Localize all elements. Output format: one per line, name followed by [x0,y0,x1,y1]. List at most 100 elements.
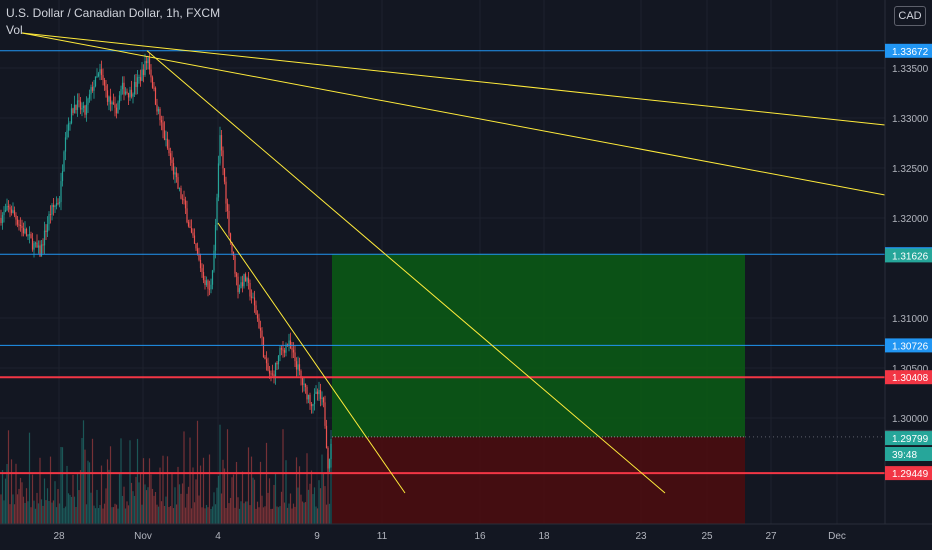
candle-body [57,203,59,204]
volume-bar [63,508,65,524]
volume-bar [306,453,308,524]
candle-body [133,81,136,95]
candle-body [81,108,83,110]
candle-body [150,69,152,78]
volume-bar [22,496,25,524]
price-axis-tag-bg [885,431,932,446]
candle-body [162,122,164,131]
volume-bar [256,501,259,524]
candle-body [1,215,4,223]
time-tick-label: Dec [828,531,846,542]
candle-body [252,297,254,299]
candle-body [213,250,215,271]
volume-bar [217,475,220,524]
volume-bar [0,494,2,524]
candle-body [70,108,73,124]
volume-bar [46,488,49,524]
volume-bar [88,462,91,524]
candle-body [291,347,293,350]
candle-body [45,230,47,233]
volume-bar [199,465,202,524]
candle-body [309,394,311,405]
volume-bar [262,507,265,524]
volume-bar [264,506,266,524]
candle-body [187,222,190,227]
candle-body [54,206,56,208]
candle-body [6,205,8,211]
volume-bar [261,495,263,524]
candle-body [157,108,160,112]
volume-bar [235,461,238,524]
candle-body [325,425,328,448]
volume-bar [214,504,217,524]
candle-body [270,373,272,375]
volume-bar [130,482,133,524]
volume-bar [57,489,59,524]
candle-body [139,77,142,81]
candle-body [283,350,286,353]
candle-body [204,280,206,285]
volume-bar [54,481,56,524]
price-tick-label: 1.33000 [892,114,929,125]
volume-bar [139,472,142,524]
volume-bar [114,503,116,524]
volume-bar [322,472,325,524]
volume-bar [304,502,307,524]
volume-bar [205,504,208,524]
volume-bar [253,479,256,524]
candle-body [0,218,2,223]
candle-body [13,210,16,216]
candle-body [321,397,323,399]
volume-bar [145,490,148,524]
time-tick-label: 4 [215,531,221,542]
volume-bar [142,458,145,524]
candle-body [103,79,106,86]
volume-bar [159,467,161,524]
volume-bar [96,489,98,524]
volume-bar [33,500,35,524]
candle-body [37,245,40,248]
volume-bar [225,507,227,524]
volume-bar [211,506,214,524]
volume-bar [247,447,250,524]
volume-bar [84,449,86,524]
time-tick-label: 18 [538,531,550,542]
candle-body [216,197,218,225]
candle-body [160,120,163,123]
volume-bar [309,483,311,524]
candle-body [148,58,151,70]
volume-bar [102,508,104,524]
candle-body [94,76,97,87]
volume-bar [103,503,106,524]
candle-body [313,393,316,405]
candle-body [315,391,317,394]
candle-body [328,459,331,469]
price-axis-tag-bg [885,447,932,461]
candle-body [316,391,319,395]
volume-bar [300,494,302,524]
currency-button[interactable]: CAD [894,6,926,26]
price-tick-label: 1.30500 [892,364,929,375]
volume-bar [123,486,125,524]
candle-body [181,198,184,200]
candle-body [222,150,224,169]
volume-bar [153,495,155,524]
volume-bar [124,508,127,524]
candle-body [312,404,314,407]
candle-body [97,73,100,77]
candle-body [112,102,115,105]
candle-body [235,273,238,277]
candle-body [240,282,242,289]
volume-bar [157,506,160,524]
volume-bar [166,456,169,524]
price-line-label-bg [885,43,932,58]
trendline [21,32,886,126]
candle-body [18,224,20,226]
candle-body [292,349,295,353]
candle-body [144,61,146,75]
volume-bar [30,507,32,524]
candle-body [40,244,43,257]
volume-bar [160,501,163,524]
candle-body [33,243,35,250]
